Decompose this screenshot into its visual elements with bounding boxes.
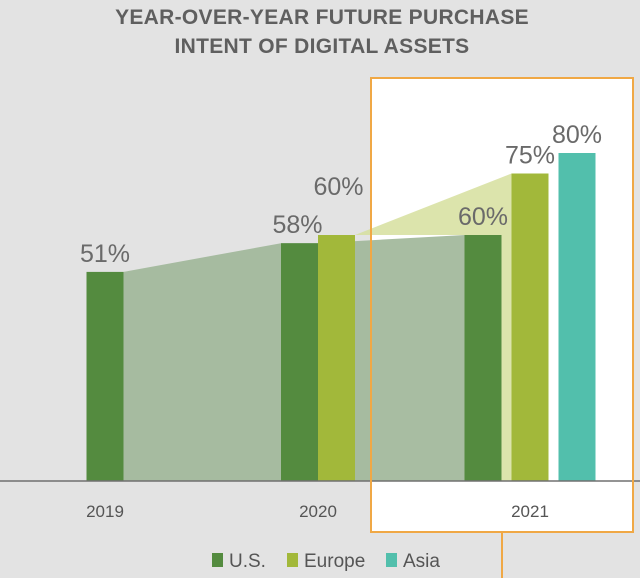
legend-label-asia: Asia [403, 551, 440, 572]
x-tick-labels: 2019 2020 2021 [86, 502, 549, 521]
legend-label-europe: Europe [304, 551, 365, 572]
legend-label-us: U.S. [229, 551, 266, 572]
data-label-2021-us: 60% [458, 203, 508, 231]
data-label-2021-europe: 75% [505, 142, 555, 170]
x-tick-2019: 2019 [86, 502, 124, 521]
chart-title-line-2: INTENT OF DIGITAL ASSETS [175, 35, 470, 58]
legend-swatch-asia [386, 553, 397, 567]
bar-2021-us [464, 235, 502, 481]
data-labels: 51% 58% 60% 60% 75%80% [80, 121, 602, 268]
bars [86, 153, 596, 481]
bar-2021-europe [511, 173, 549, 481]
chart-title: YEAR-OVER-YEAR FUTURE PURCHASE INTENT OF… [115, 6, 529, 58]
data-label-2020-us: 58% [272, 211, 322, 239]
data-label-2021-asia: 80% [552, 121, 602, 149]
chart-title-line-1: YEAR-OVER-YEAR FUTURE PURCHASE [115, 6, 529, 29]
bar-2021-asia [558, 153, 596, 481]
bar-2019-us [86, 271, 124, 481]
x-tick-2020: 2020 [299, 502, 337, 521]
bar-2020-us [281, 243, 318, 481]
data-label-2020-europe: 60% [313, 173, 363, 201]
x-tick-2021: 2021 [511, 502, 549, 521]
legend-swatch-europe [287, 553, 298, 567]
legend-swatch-us [212, 553, 223, 567]
legend: U.S. Europe Asia [212, 551, 440, 572]
europe-trend-area [355, 173, 512, 481]
bar-2020-europe [318, 235, 355, 481]
data-label-2019-us: 51% [80, 240, 130, 268]
